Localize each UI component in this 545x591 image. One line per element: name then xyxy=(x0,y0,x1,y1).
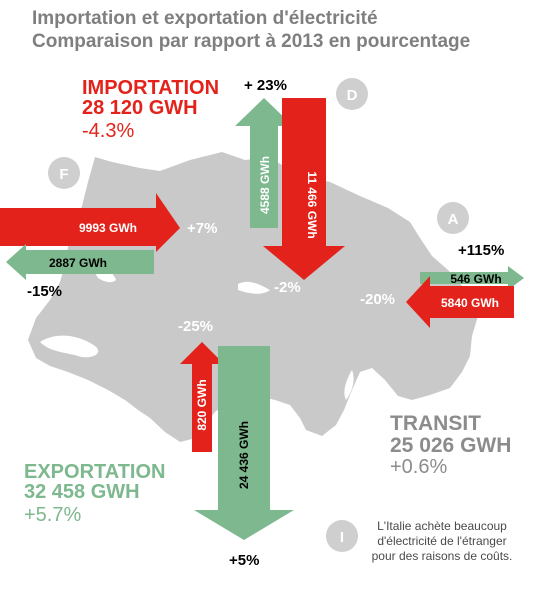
arrow-italy-export xyxy=(194,346,294,540)
importation-value: 28 120 GWH xyxy=(82,97,198,119)
transit-label: TRANSIT xyxy=(390,412,481,435)
transit-change: +0.6% xyxy=(390,456,448,478)
flow-germany-import-change: -2% xyxy=(274,279,301,296)
transit-value: 25 026 GWH xyxy=(390,434,512,457)
flow-germany-export-change: + 23% xyxy=(244,77,287,94)
arrow-germany-export xyxy=(235,98,293,228)
exportation-change: +5.7% xyxy=(24,504,82,526)
arrow-germany-import xyxy=(263,98,345,280)
flow-france-import-change: +7% xyxy=(187,220,218,237)
flow-france-export-change: -15% xyxy=(27,283,63,300)
flow-italy-export-amount: 24 436 GWh xyxy=(237,421,251,489)
flow-austria-export-amount: 546 GWh xyxy=(450,272,501,286)
badge-france-label: F xyxy=(59,166,68,183)
title-line-1: Importation et exportation d'électricité xyxy=(32,8,378,29)
flow-italy-export-change: +5% xyxy=(229,552,260,569)
badge-france: F xyxy=(48,157,80,189)
importation-change: -4.3% xyxy=(82,120,135,142)
badge-germany-label: D xyxy=(347,87,358,104)
lake-geneva xyxy=(40,335,99,358)
badge-italy-label: I xyxy=(340,529,344,546)
flow-france-export-amount: 2887 GWh xyxy=(49,256,107,270)
chart-title: Importation et exportation d'électricité… xyxy=(32,7,470,53)
exportation-label: EXPORTATION xyxy=(24,461,166,483)
flow-france-import-amount: 9993 GWh xyxy=(79,221,137,235)
lake-maggiore xyxy=(344,370,354,400)
flow-italy-import-amount: 820 GWh xyxy=(195,379,209,430)
badge-italy: I xyxy=(326,520,358,552)
title-line-2: Comparaison par rapport à 2013 en pource… xyxy=(32,31,471,52)
badge-austria-label: A xyxy=(448,211,459,228)
badge-austria: A xyxy=(437,202,469,234)
flow-austria-export-change: +115% xyxy=(458,242,505,259)
flow-austria-import-change: -20% xyxy=(360,291,396,308)
arrow-austria-import xyxy=(406,276,514,328)
arrow-austria-export xyxy=(420,266,524,290)
italy-note: L'Italie achète beaucoup d'électricité d… xyxy=(371,519,513,563)
exportation-value: 32 458 GWH xyxy=(24,481,140,503)
flow-germany-import-amount: 11 466 GWh xyxy=(305,171,319,238)
lake-lucerne xyxy=(238,281,270,294)
flow-austria-import-amount: 5840 GWh xyxy=(441,296,499,310)
arrow-italy-import xyxy=(180,342,224,452)
flow-germany-export-amount: 4588 GWh xyxy=(258,156,272,214)
flow-italy-import-change: -25% xyxy=(178,318,214,335)
badge-germany: D xyxy=(336,78,368,110)
arrow-france-export xyxy=(6,244,154,280)
arrow-france-import xyxy=(0,193,180,252)
importation-label: IMPORTATION xyxy=(82,77,220,99)
